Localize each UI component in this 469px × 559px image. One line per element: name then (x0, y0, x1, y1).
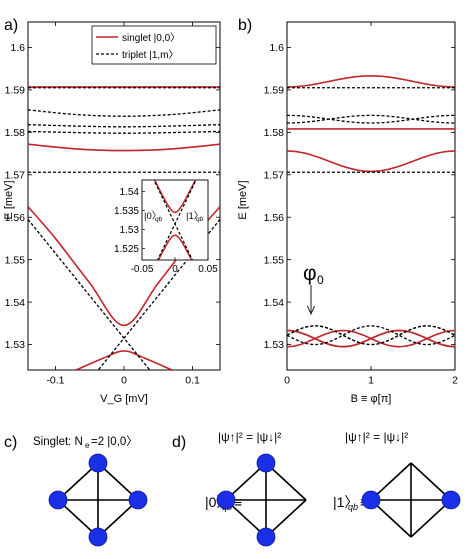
inset-ytick-label: 1.54 (120, 187, 140, 198)
chart-a-ylabel: E [meV] (3, 180, 15, 219)
inset-state-0-sub: qb (155, 216, 163, 223)
panel-b-label: b) (238, 17, 252, 34)
graph-c-node (48, 490, 68, 510)
chart-b-xlabel: B ≡ φ[π] (351, 393, 392, 405)
inset-ytick-label: 1.535 (114, 206, 139, 217)
singlet-series-b-2 (287, 150, 455, 173)
triplet-series-a-6 (28, 124, 220, 128)
phi0-subscript: 0 (317, 273, 324, 287)
graph-d-left-node (256, 453, 276, 473)
chart-a-xtick-label: -0.1 (46, 375, 64, 387)
triplet-series-b-12 (287, 325, 455, 346)
graph-d-right-node (361, 490, 381, 510)
graph-d-right (361, 462, 461, 538)
chart-b-ytick-label: 1.57 (264, 169, 285, 181)
graph-c-node (88, 453, 108, 473)
diagram-c-title-sub: e (85, 441, 90, 450)
triplet-series-a-7 (28, 130, 220, 134)
chart-a-xtick-label: 0.1 (185, 375, 200, 387)
diagram-d-left-eq: |ψ↑|² = |ψ↓|² (218, 430, 281, 444)
legend-label-triplet: triplet |1,m〉 (122, 49, 179, 61)
chart-a-ytick-label: 1.53 (5, 339, 26, 351)
chart-a-ytick-label: 1.55 (5, 254, 26, 266)
chart-b-ytick-label: 1.54 (264, 297, 285, 309)
inset-state-0: |0〉 (144, 211, 161, 222)
graph-d-left-node (256, 527, 276, 547)
graph-d-left-node (216, 490, 236, 510)
legend-label-singlet: singlet |0,0〉 (122, 32, 180, 44)
singlet-series-b-9 (287, 329, 455, 348)
chart-b-xtick-label: 0 (284, 375, 290, 387)
chart-a-ytick-label: 1.58 (5, 127, 26, 139)
inset-triplet-line-2 (156, 180, 197, 260)
graph-c (48, 453, 148, 547)
singlet-series-b-0 (287, 75, 455, 88)
triplet-series-a-5 (28, 109, 220, 117)
chart-b-ylabel: E [meV] (237, 180, 249, 219)
chart-b-xtick-label: 2 (452, 375, 458, 387)
chart-b-ytick-label: 1.58 (264, 127, 285, 139)
inset-state-1-sub: qb (196, 216, 204, 223)
panel-a-label: a) (4, 17, 18, 34)
chart-a-ytick-label: 1.6 (10, 42, 25, 54)
inset-ytick-label: 1.53 (120, 225, 140, 236)
singlet-series-a-1 (28, 143, 220, 152)
legend-box (91, 25, 217, 65)
chart-b-ytick-label: 1.59 (264, 85, 285, 97)
chart-a-ytick-label: 1.57 (5, 169, 26, 181)
graph-d-left (216, 453, 307, 547)
chart-b-xtick-label: 1 (368, 375, 374, 387)
chart-a-xlabel: V_G [mV] (100, 393, 148, 405)
chart-a-xtick-label: 0 (121, 375, 127, 387)
chart-b-ytick-label: 1.6 (269, 42, 284, 54)
graph-c-node (88, 527, 108, 547)
diagram-c-title-rest: =2 |0,0〉 (91, 435, 138, 448)
chart-a-ytick-label: 1.56 (5, 212, 26, 224)
chart-b-frame (286, 21, 456, 371)
graph-c-node (128, 490, 148, 510)
diagram-d-right-state: |1〉 (333, 494, 358, 510)
inset-singlet-upper (153, 180, 197, 214)
inset-singlet-lower (157, 234, 193, 260)
chart-a: -0.1 0 0.11.531.541.551.561.571.581.591.6 … (3, 21, 221, 405)
singlet-series-a-3 (75, 350, 173, 370)
inset-frame (141, 179, 209, 261)
panel-d-label: d) (172, 434, 186, 451)
triplet-series-b-5 (287, 114, 455, 124)
diagram-d-right-sub: qb (348, 502, 358, 512)
chart-b: 0 1 2 1.53 1.54 1.55 1.56 1.57 1.58 1.59 1.6 E [me… (237, 21, 458, 405)
inset-ytick-label: 1.525 (114, 244, 139, 255)
graph-d-right-node (441, 490, 461, 510)
diagram-c-title: Singlet: N (33, 436, 83, 448)
chart-a-ytick-label: 1.54 (5, 297, 26, 309)
inset-state-1: |1〉 (186, 211, 203, 222)
chart-b-ytick-label: 1.55 (264, 254, 285, 266)
triplet-series-b-4 (287, 114, 455, 124)
triplet-series-b-10 (287, 325, 455, 346)
triplet-series-b-11 (287, 325, 455, 346)
chart-b-ytick-label: 1.56 (264, 212, 285, 224)
diagram-c: c) Singlet: N e =2 |0,0〉 (4, 434, 148, 547)
chart-a-legend: singlet |0,0〉 triplet |1,m〉 (91, 25, 217, 65)
inset-xtick-label: 0 (172, 264, 178, 275)
phi0-annotation: φ (303, 262, 317, 285)
inset-xtick-label: -0.05 (131, 264, 154, 275)
diagram-d-right-eq: |ψ↑|² = |ψ↓|² (345, 430, 408, 444)
diagram-d: d) |ψ↑|² = |ψ↓|² |ψ↑|² = |ψ↓|² |0〉 qb ≡ … (172, 430, 461, 547)
chart-a-ytick-label: 1.59 (5, 85, 26, 97)
panel-c-label: c) (4, 434, 17, 451)
inset-xtick-label: 0.05 (198, 264, 218, 275)
phi0-arrow-head (307, 305, 315, 316)
chart-b-ytick-label: 1.53 (264, 339, 285, 351)
diagram-d-left-equiv: ≡ (234, 494, 242, 510)
